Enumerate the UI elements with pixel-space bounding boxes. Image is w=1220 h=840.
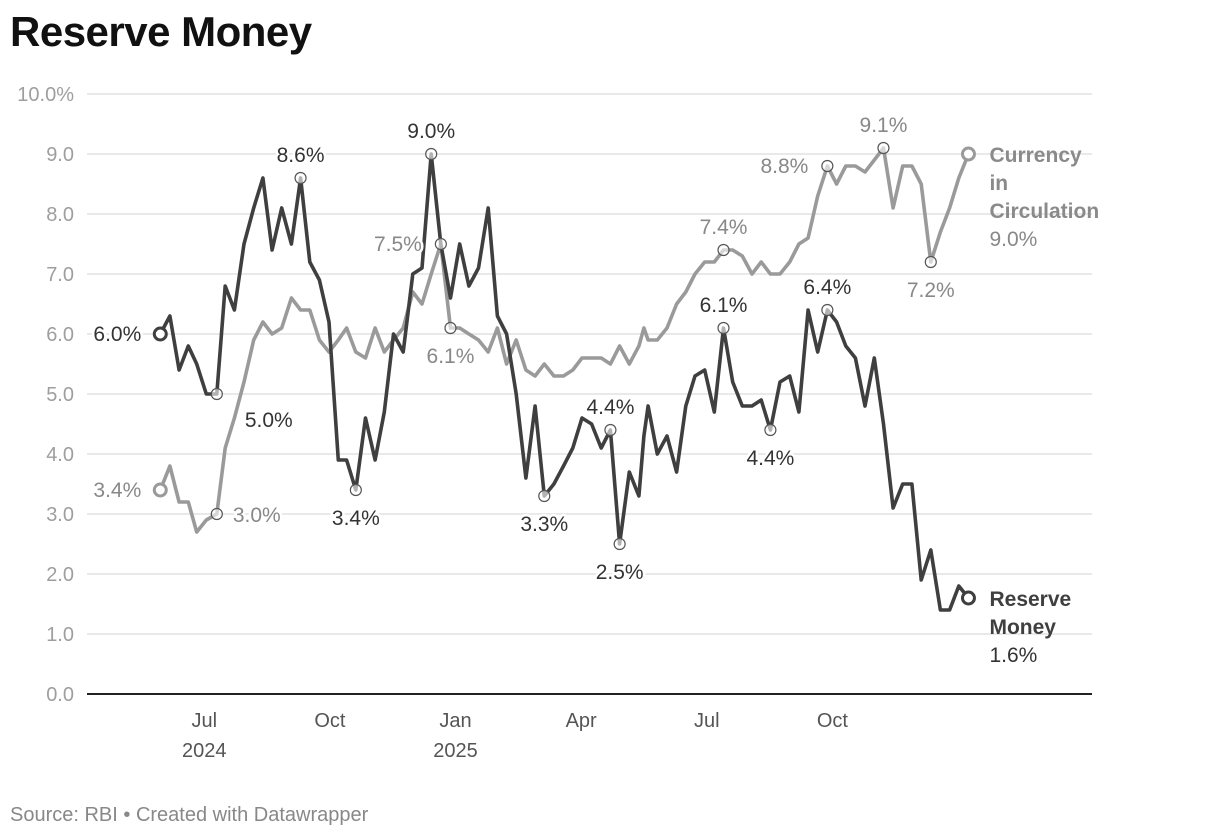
currency-point-marker: [877, 141, 890, 155]
currency-series-name: Circulation: [989, 200, 1099, 223]
reserve-data-label: 4.4%: [746, 447, 794, 470]
reserve-point-marker: [425, 147, 438, 161]
reserve-point-marker: [764, 423, 777, 437]
currency-in-circulation-line: [158, 146, 971, 534]
currency-data-label: 8.8%: [760, 155, 808, 178]
reserve-series-name: Reserve: [989, 588, 1071, 611]
y-tick-label: 7.0: [46, 264, 74, 286]
currency-point-marker: [444, 321, 457, 335]
reserve-data-label: 2.5%: [596, 561, 644, 584]
reserve-data-label: 8.6%: [277, 144, 325, 167]
point-markers: [152, 141, 976, 606]
y-tick-label: 0.0: [46, 684, 74, 706]
y-tick-label: 3.0: [46, 504, 74, 526]
currency-series-name: in: [989, 172, 1008, 195]
series-lines: [158, 146, 971, 612]
currency-point-marker: [924, 255, 937, 269]
y-tick-label: 9.0: [46, 144, 74, 166]
x-tick-label: Apr: [566, 710, 597, 732]
reserve-end-marker: [152, 326, 168, 342]
reserve-point-marker: [821, 303, 834, 317]
reserve-data-label: 3.4%: [332, 507, 380, 530]
chart-footer: Source: RBI • Created with Datawrapper: [10, 804, 368, 827]
currency-data-label: 6.1%: [427, 345, 475, 368]
y-tick-label: 8.0: [46, 204, 74, 226]
y-tick-label: 10.0%: [17, 84, 74, 106]
footer-separator: •: [117, 804, 136, 826]
reserve-point-marker: [210, 387, 223, 401]
x-tick-year-label: 2025: [433, 740, 478, 762]
x-tick-label: Jan: [439, 710, 471, 732]
reserve-series-end-value: 1.6%: [989, 644, 1037, 667]
y-tick-label: 4.0: [46, 444, 74, 466]
reserve-point-marker: [613, 537, 626, 551]
y-tick-label: 6.0: [46, 324, 74, 346]
currency-data-label: 7.4%: [700, 216, 748, 239]
currency-end-marker: [960, 146, 976, 162]
data-labels: 6.0% 5.0% 8.6% 3.4% 9.0% 3.3% 4.4% 2.5% 6.1% 4.4%…: [91, 112, 957, 587]
reserve-point-marker: [294, 171, 307, 185]
x-tick-label: Jul: [694, 710, 720, 732]
credit-text: Created with Datawrapper: [135, 804, 369, 826]
reserve-series-name: Money: [989, 616, 1056, 639]
y-axis: 0.0 1.0 2.0 3.0 4.0 5.0 6.0 7.0 8.0 9.0 10.0%: [17, 84, 74, 706]
currency-end-marker: [152, 482, 168, 498]
y-tick-label: 2.0: [46, 564, 74, 586]
currency-data-label: 7.5%: [374, 233, 422, 256]
currency-series-end-value: 9.0%: [989, 228, 1037, 251]
reserve-data-label: 3.3%: [520, 513, 568, 536]
x-tick-year-label: 2024: [182, 740, 227, 762]
currency-point-marker: [210, 507, 223, 521]
x-tick-label: Oct: [314, 710, 346, 732]
y-tick-label: 1.0: [46, 624, 74, 646]
currency-point-marker: [821, 159, 834, 173]
currency-point-marker: [434, 237, 447, 251]
series-end-labels: Reserve Money 1.6% Currency in Circulation 9.0…: [989, 144, 1099, 667]
reserve-end-marker: [960, 590, 976, 606]
chart-title: Reserve Money: [10, 8, 312, 55]
reserve-data-label: 6.0%: [93, 323, 141, 346]
y-tick-label: 5.0: [46, 384, 74, 406]
x-axis: Jul 2024 Oct Jan 2025 Apr Jul Oct: [182, 710, 848, 762]
x-tick-label: Oct: [817, 710, 849, 732]
currency-point-marker: [717, 243, 730, 257]
reserve-data-label: 6.1%: [700, 294, 748, 317]
reserve-data-label: 6.4%: [803, 276, 851, 299]
currency-data-label: 3.4%: [93, 479, 141, 502]
currency-data-label: 7.2%: [907, 279, 955, 302]
line-chart: 0.0 1.0 2.0 3.0 4.0 5.0 6.0 7.0 8.0 9.0 10.0% Jul 2…: [17, 84, 1099, 762]
currency-series-name: Currency: [989, 144, 1082, 167]
currency-data-label: 9.1%: [860, 114, 908, 137]
reserve-money-line: [158, 152, 971, 612]
currency-data-label: 3.0%: [233, 504, 281, 527]
reserve-data-label: 9.0%: [407, 120, 455, 143]
reserve-point-marker: [538, 489, 551, 503]
reserve-data-label: 5.0%: [245, 409, 293, 432]
reserve-point-marker: [604, 423, 617, 437]
source-text: Source: RBI: [10, 804, 118, 826]
gridlines: [87, 93, 1092, 695]
reserve-point-marker: [717, 321, 730, 335]
reserve-point-marker: [349, 483, 362, 497]
reserve-data-label: 4.4%: [587, 396, 635, 419]
x-tick-label: Jul: [191, 710, 217, 732]
